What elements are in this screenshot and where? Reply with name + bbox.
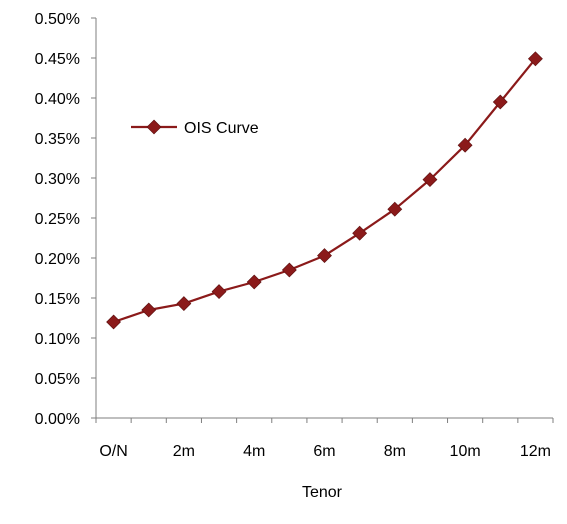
data-point-marker bbox=[422, 172, 438, 188]
y-tick-label: 0.00% bbox=[35, 411, 80, 428]
data-point-marker bbox=[317, 248, 332, 264]
data-point-marker bbox=[387, 201, 403, 217]
x-axis-ticks: O/N 2m 4m 6m 8m 10m 12m bbox=[95, 418, 554, 460]
y-tick-label: 0.25% bbox=[35, 211, 80, 228]
y-tick-label: 0.10% bbox=[35, 331, 80, 348]
y-tick-label: 0.20% bbox=[35, 251, 80, 268]
legend-label: OIS Curve bbox=[184, 120, 259, 137]
legend-diamond-marker bbox=[146, 119, 162, 135]
data-point-marker bbox=[281, 262, 297, 278]
x-tick-label: 12m bbox=[520, 443, 551, 460]
x-tick-label: 4m bbox=[243, 443, 265, 460]
data-point-marker bbox=[352, 225, 368, 241]
data-point-marker bbox=[106, 314, 122, 330]
data-point-marker bbox=[211, 284, 227, 300]
y-axis-ticks: 0.00% 0.05% 0.10% 0.15% 0.20% 0.25% 0.30% 0.35%… bbox=[35, 11, 96, 428]
data-point-marker bbox=[457, 137, 473, 153]
x-tick-label: O/N bbox=[99, 443, 127, 460]
data-point-marker bbox=[527, 51, 543, 67]
y-tick-label: 0.40% bbox=[35, 91, 80, 108]
x-axis-title: Tenor bbox=[302, 484, 343, 501]
x-tick-label: 2m bbox=[173, 443, 195, 460]
y-tick-label: 0.50% bbox=[35, 11, 80, 28]
data-point-marker bbox=[492, 94, 508, 110]
series-ois-curve bbox=[106, 51, 543, 330]
y-tick-label: 0.30% bbox=[35, 171, 80, 188]
data-point-marker bbox=[246, 274, 262, 290]
y-tick-label: 0.15% bbox=[35, 291, 80, 308]
x-tick-label: 10m bbox=[450, 443, 481, 460]
y-tick-label: 0.35% bbox=[35, 131, 80, 148]
y-tick-label: 0.45% bbox=[35, 51, 80, 68]
legend: OIS Curve bbox=[131, 119, 259, 137]
data-point-marker bbox=[141, 302, 157, 318]
series-line bbox=[113, 58, 537, 324]
x-tick-label: 6m bbox=[313, 443, 335, 460]
data-point-marker bbox=[176, 296, 192, 312]
y-tick-label: 0.05% bbox=[35, 371, 80, 388]
x-tick-label: 8m bbox=[384, 443, 406, 460]
